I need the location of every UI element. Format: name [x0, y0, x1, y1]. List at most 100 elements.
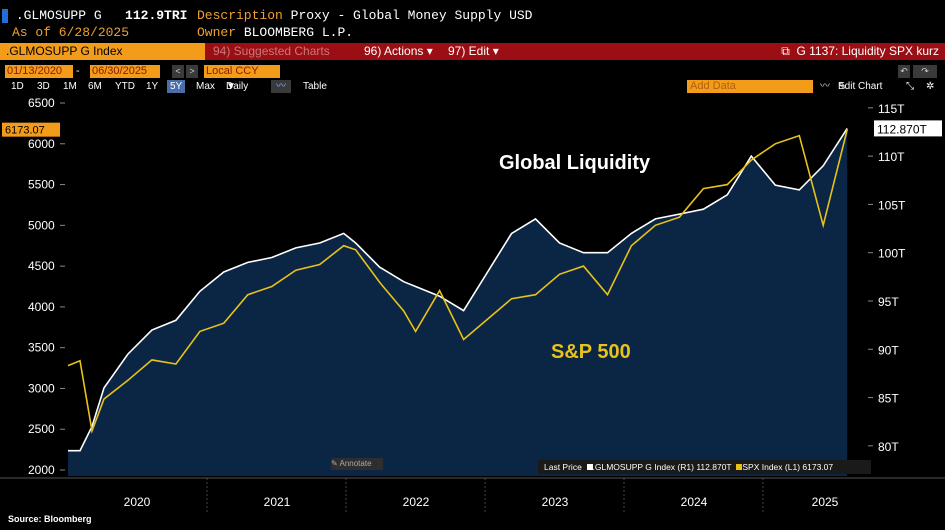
right-tick-label: 95T [878, 295, 899, 309]
edit-menu[interactable]: 97) Edit ▾ [442, 43, 502, 60]
header-line-2: As of 6/28/2025 Owner BLOOMBERG L.P. [12, 25, 353, 40]
frequency-label: Daily [226, 81, 249, 92]
edit-chart-label: Edit Chart [838, 81, 883, 92]
liquidity-area [68, 128, 848, 476]
description-value: Proxy - Global Money Supply USD [290, 8, 533, 23]
line-chart-icon[interactable]: 〰 [271, 80, 291, 93]
liquidity-last-marker [874, 120, 942, 137]
annotate-icon: ✎ [331, 459, 338, 468]
x-tick-label: 2022 [403, 495, 430, 509]
x-tick-label: 2021 [264, 495, 291, 509]
legend-spx-name: SPX Index [742, 462, 783, 472]
annotation-sp500: S&P 500 [551, 341, 631, 363]
ticker-value: 112.9TRI [125, 8, 188, 23]
legend: Last Price .GLMOSUPP G Index (R1) 112.87… [538, 460, 871, 474]
left-tick-label: 4000 [28, 300, 55, 314]
header-line-1: .GLMOSUPP G 112.9TRI Description Proxy -… [0, 8, 532, 24]
external-link-icon: ⧉ [781, 44, 790, 58]
redo-icon[interactable]: ↷ [913, 65, 937, 78]
line-style-icon[interactable]: 〰 [820, 81, 830, 92]
left-tick-label: 3000 [28, 381, 55, 395]
suggested-charts-menu[interactable]: 94) Suggested Charts [213, 44, 330, 58]
description-label: Description [197, 8, 283, 23]
ticker-marker [2, 8, 8, 23]
x-axis: 2020 2021 2022 2023 2024 2025 [124, 495, 839, 509]
legend-liquidity-axis: (R1) [677, 462, 694, 472]
ticker[interactable]: .GLMOSUPP G [15, 8, 102, 23]
actions-menu[interactable]: 96) Actions ▾ [358, 43, 438, 60]
edit-caret-icon: ▾ [492, 44, 499, 58]
right-tick-label: 80T [878, 440, 899, 454]
right-tick-label: 110T [878, 150, 905, 164]
legend-liquidity-swatch [586, 464, 593, 470]
x-tick-label: 2023 [542, 495, 569, 509]
currency-select[interactable]: Local CCY [204, 65, 280, 78]
date-separator: - [76, 65, 80, 77]
actions-label: 96) Actions [364, 44, 424, 58]
left-tick-label: 3500 [28, 341, 55, 355]
left-tick-label: 2000 [28, 463, 55, 477]
left-tick-label: 6000 [28, 137, 55, 151]
chart-title: G 1137: Liquidity SPX kurz [796, 44, 939, 58]
legend-spx-value: 6173.07 [802, 462, 834, 472]
liquidity-last-label: 112.870T [877, 122, 927, 136]
prev-arrow-icon[interactable]: < [172, 65, 184, 78]
owner-label: Owner [197, 25, 237, 40]
start-date-input[interactable]: 01/13/2020 [5, 65, 73, 78]
period-1d[interactable]: 1D [11, 81, 24, 92]
source-note: Source: Bloomberg [8, 514, 92, 524]
right-tick-label: 105T [878, 198, 906, 212]
command-bar: .GLMOSUPP G Index 94) Suggested Charts 9… [0, 43, 945, 60]
period-1m[interactable]: 1M [63, 81, 77, 92]
left-tick-label: 5500 [28, 178, 55, 192]
legend-spx-swatch [736, 464, 743, 470]
actions-caret-icon: ▾ [426, 44, 433, 58]
left-tick-label: 5000 [28, 218, 55, 232]
pencil-icon: ✎ [838, 81, 847, 92]
annotate-label: Annotate [339, 459, 372, 468]
spx-last-marker [2, 122, 60, 137]
right-tick-label: 85T [878, 392, 899, 406]
x-tick-label: 2024 [681, 495, 708, 509]
gear-icon[interactable]: ✲ [926, 81, 935, 92]
right-axis: 80T 85T 90T 95T 100T 105T 110T 115T 112.870T [868, 102, 942, 454]
period-5y[interactable]: 5Y [167, 80, 186, 93]
left-axis: 2000 2500 3000 3500 4000 4500 5000 5500 6000 6500… [2, 96, 65, 477]
x-tick-label: 2025 [812, 495, 839, 509]
security-field[interactable]: .GLMOSUPP G Index [0, 43, 205, 60]
right-tick-label: 115T [878, 102, 905, 116]
legend-spx-axis: (L1) [784, 462, 801, 472]
right-tick-label: 100T [878, 247, 906, 261]
annotate-button[interactable]: ✎ Annotate [331, 458, 383, 470]
table-button[interactable]: Table [303, 81, 327, 92]
legend-last-price: Last Price [544, 462, 582, 472]
period-6m[interactable]: 6M [88, 81, 102, 92]
spx-line [67, 129, 848, 434]
left-tick-label: 2500 [28, 422, 55, 436]
end-date-input[interactable]: 06/30/2025 [90, 65, 160, 78]
period-ytd[interactable]: YTD [115, 81, 135, 92]
legend-liquidity-name: .GLMOSUPP G Index [592, 462, 676, 472]
period-1y[interactable]: 1Y [146, 81, 159, 92]
grid [0, 477, 945, 512]
legend-liquidity-value: 112.870T [696, 462, 732, 472]
spx-last-label: 6173.07 [5, 125, 45, 137]
add-data-input[interactable]: Add Data [687, 80, 813, 93]
edit-label: 97) Edit [448, 44, 490, 58]
next-arrow-icon[interactable]: > [186, 65, 198, 78]
chart-title-link[interactable]: ⧉ G 1137: Liquidity SPX kurz [775, 43, 939, 60]
frequency-caret-icon: ▼ [226, 81, 236, 92]
right-tick-label: 90T [878, 343, 899, 357]
period-3d[interactable]: 3D [37, 81, 50, 92]
annotation-global-liquidity: Global Liquidity [499, 152, 651, 174]
left-tick-label: 4500 [28, 259, 55, 273]
zoom-icon[interactable]: ⤡ [906, 81, 914, 92]
as-of-date: As of 6/28/2025 [12, 25, 130, 40]
x-tick-label: 2020 [124, 495, 151, 509]
undo-icon[interactable]: ↶ [898, 65, 910, 78]
period-max[interactable]: Max [196, 81, 215, 92]
left-tick-label: 6500 [28, 96, 55, 110]
owner-value: BLOOMBERG L.P. [243, 25, 354, 40]
liquidity-line [68, 127, 848, 452]
